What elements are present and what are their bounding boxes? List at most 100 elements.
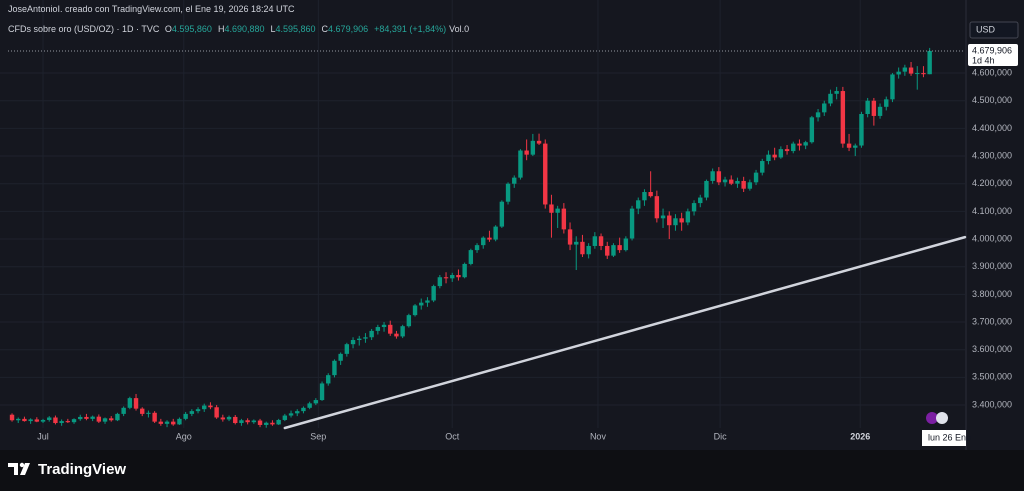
- candle-body: [381, 324, 387, 328]
- candle-body: [908, 67, 914, 74]
- candle-body: [127, 398, 133, 408]
- candle-body: [685, 211, 691, 223]
- candle-body: [450, 275, 455, 279]
- candle-body: [357, 338, 362, 341]
- legend-key: H: [217, 24, 225, 34]
- candle-body: [177, 418, 182, 425]
- candle-body: [698, 197, 703, 204]
- candle-body: [815, 112, 821, 118]
- candle-body: [493, 226, 498, 240]
- candle-body: [524, 150, 529, 155]
- legend-key: L: [270, 24, 276, 34]
- candle-body: [859, 113, 864, 146]
- candle-body: [667, 215, 672, 226]
- candle-body: [673, 218, 678, 226]
- y-tick-label: 4.500,000: [972, 95, 1012, 105]
- candle-body: [164, 421, 170, 424]
- candle-body: [691, 203, 697, 212]
- candle-body: [648, 192, 653, 197]
- candle-body: [431, 286, 436, 301]
- y-tick-label: 4.300,000: [972, 150, 1012, 160]
- y-tick-label: 4.400,000: [972, 123, 1012, 133]
- legend-item: H4.690,880: [218, 24, 268, 34]
- candle-body: [282, 415, 288, 420]
- candle-body: [772, 154, 777, 158]
- candle-body: [611, 245, 616, 256]
- candle-body: [592, 236, 598, 246]
- crosshair-label: lun 26 Ene: [928, 432, 971, 442]
- candle-body: [884, 99, 889, 107]
- y-tick-label: 4.200,000: [972, 178, 1012, 188]
- candle-body: [462, 263, 467, 278]
- currency: USD: [976, 24, 996, 34]
- candle-body: [636, 200, 641, 209]
- candle-body: [40, 419, 46, 422]
- candle-body: [797, 143, 802, 146]
- candle-body: [251, 420, 257, 423]
- candle-body: [313, 400, 319, 404]
- candle-body: [425, 300, 430, 303]
- candle-body: [326, 375, 331, 384]
- candle-body: [109, 418, 114, 421]
- candle-body: [679, 218, 684, 223]
- candle-body: [338, 353, 343, 361]
- candle-body: [140, 408, 145, 414]
- candle-body: [363, 337, 368, 339]
- candle-body: [332, 360, 337, 376]
- candle-body: [716, 171, 722, 183]
- candle-body: [9, 414, 15, 421]
- symbol: CFDs sobre oro (USD/OZ) · 1D · TVC: [8, 24, 160, 34]
- candle-body: [96, 416, 102, 422]
- price-tag-value: 4.679,906: [972, 45, 1012, 55]
- grid: [0, 0, 965, 428]
- candle-body: [319, 383, 325, 401]
- chart: 3.400,000 3.500,000 3.600,000 3.700,000 3.80…: [0, 0, 1024, 450]
- candle-body: [350, 340, 356, 345]
- y-tick-label: 3.900,000: [972, 261, 1012, 271]
- candle-body: [828, 93, 833, 104]
- candle-body: [220, 417, 226, 420]
- candle-body: [741, 180, 746, 189]
- candle-body: [158, 421, 164, 424]
- price-tag: [968, 43, 1018, 66]
- candle-body: [419, 302, 424, 306]
- candle-body: [239, 420, 244, 424]
- change: +84,391 (+1,84%): [374, 24, 447, 34]
- brand: TradingView: [38, 460, 127, 478]
- candle-body: [487, 237, 492, 240]
- legend-value: 4.595,860: [275, 24, 316, 34]
- candle-body: [927, 50, 932, 75]
- candle-body: [791, 143, 796, 152]
- candle-body: [536, 140, 542, 144]
- event-icon: [926, 412, 938, 424]
- candle-body: [747, 182, 753, 189]
- candle-body: [803, 142, 808, 146]
- x-tick-label: Oct: [445, 431, 460, 441]
- legend-item: L4.595,860: [270, 24, 318, 34]
- legend-value: 4.679,906: [328, 24, 369, 34]
- candle-body: [784, 149, 790, 152]
- y-tick-label: 3.700,000: [972, 316, 1012, 326]
- chart-background: [0, 0, 1024, 450]
- candle-body: [195, 409, 201, 412]
- candle-body: [102, 418, 108, 422]
- candle-body: [47, 417, 52, 420]
- candle-body: [437, 277, 443, 287]
- candle-body: [778, 149, 784, 158]
- candle-body: [233, 416, 238, 424]
- candle-body: [146, 412, 151, 414]
- candle-body: [276, 419, 281, 425]
- candle-body: [208, 405, 213, 408]
- event-icon: [936, 412, 948, 424]
- candle-body: [375, 327, 381, 331]
- candle-body: [400, 326, 405, 337]
- price-tag-countdown: 1d 4h: [972, 55, 995, 65]
- candles: [8, 47, 967, 430]
- candle-body: [722, 179, 728, 183]
- footer: TradingView: [8, 458, 126, 480]
- candle-body: [171, 421, 176, 425]
- candle-body: [555, 208, 560, 213]
- candle-body: [654, 196, 660, 219]
- candle-body: [760, 161, 765, 173]
